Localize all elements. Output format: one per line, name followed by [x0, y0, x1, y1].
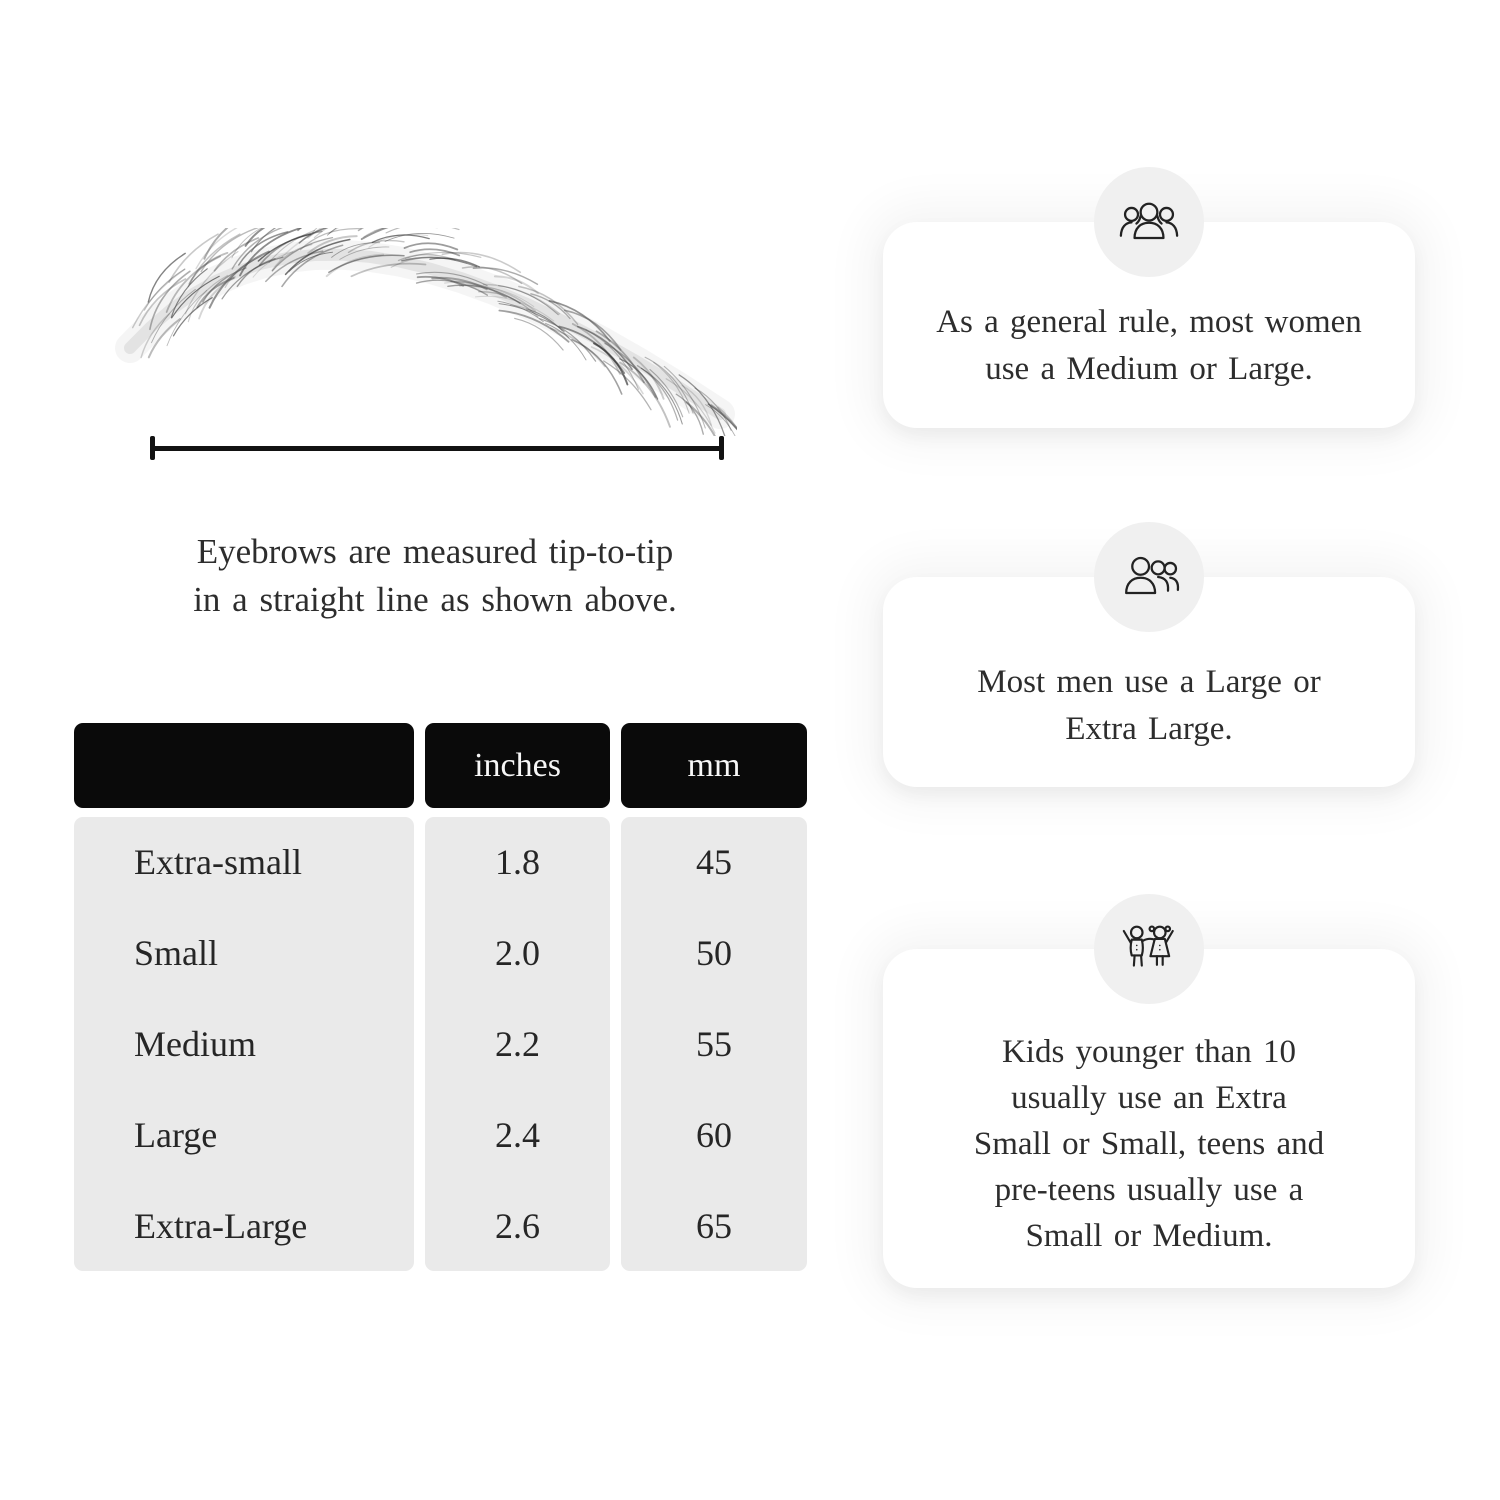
- card-women: As a general rule, most women use a Medi…: [883, 167, 1415, 428]
- card-text-line: pre-teens usually use a: [994, 1172, 1304, 1208]
- card-text-line: Small or Medium.: [1025, 1218, 1273, 1254]
- caption-line-1: Eyebrows are measured tip-to-tip: [196, 532, 674, 571]
- size-label: Extra-small: [134, 842, 302, 883]
- eyebrow-illustration: [115, 228, 737, 436]
- mm-value: 65: [696, 1205, 732, 1246]
- kids-icon: [1094, 894, 1204, 1004]
- card-text-line: usually use an Extra: [1011, 1080, 1287, 1116]
- table-header-size: [74, 723, 414, 808]
- measurement-line-right-cap: [719, 436, 724, 460]
- inches-value: 2.0: [495, 933, 540, 974]
- card-men: Most men use a Large or Extra Large.: [883, 522, 1415, 787]
- size-label: Medium: [134, 1023, 256, 1064]
- mm-value: 50: [696, 933, 732, 974]
- card-kids-text: Kids younger than 10 usually use an Extr…: [923, 1029, 1375, 1259]
- inches-value: 2.2: [495, 1023, 540, 1064]
- card-men-text: Most men use a Large or Extra Large.: [923, 659, 1375, 753]
- card-women-text: As a general rule, most women use a Medi…: [923, 299, 1375, 393]
- women-group-icon: [1094, 167, 1204, 277]
- table-column-inches: 1.8 2.0 2.2 2.4 2.6: [425, 817, 610, 1271]
- size-table: inches mm Extra-small Small Medium Large…: [74, 723, 807, 1271]
- card-kids: Kids younger than 10 usually use an Extr…: [883, 894, 1415, 1288]
- table-column-mm: 45 50 55 60 65: [621, 817, 807, 1271]
- caption-line-2: in a straight line as shown above.: [193, 580, 677, 619]
- inches-value: 2.6: [495, 1205, 540, 1246]
- inches-value: 2.4: [495, 1114, 540, 1155]
- size-label: Large: [134, 1114, 218, 1155]
- mm-value: 45: [696, 842, 732, 883]
- men-group-icon: [1094, 522, 1204, 632]
- card-text-line: Extra Large.: [1065, 711, 1233, 747]
- measurement-caption: Eyebrows are measured tip-to-tip in a st…: [85, 528, 785, 624]
- measurement-line-bar: [150, 446, 724, 451]
- mm-value: 55: [696, 1023, 732, 1064]
- card-text-line: As a general rule, most women: [936, 304, 1362, 340]
- card-text-line: Most men use a Large or: [977, 664, 1321, 700]
- table-column-sizes: Extra-small Small Medium Large Extra-Lar…: [74, 817, 414, 1271]
- inches-value: 1.8: [495, 842, 540, 883]
- mm-value: 60: [696, 1114, 732, 1155]
- card-text-line: use a Medium or Large.: [985, 351, 1313, 387]
- card-text-line: Kids younger than 10: [1001, 1034, 1297, 1070]
- table-header-inches: inches: [425, 723, 610, 808]
- table-header-mm: mm: [621, 723, 807, 808]
- size-label: Extra-Large: [134, 1205, 308, 1246]
- card-text-line: Small or Small, teens and: [973, 1126, 1325, 1162]
- size-label: Small: [134, 933, 219, 974]
- measurement-line: [150, 434, 724, 462]
